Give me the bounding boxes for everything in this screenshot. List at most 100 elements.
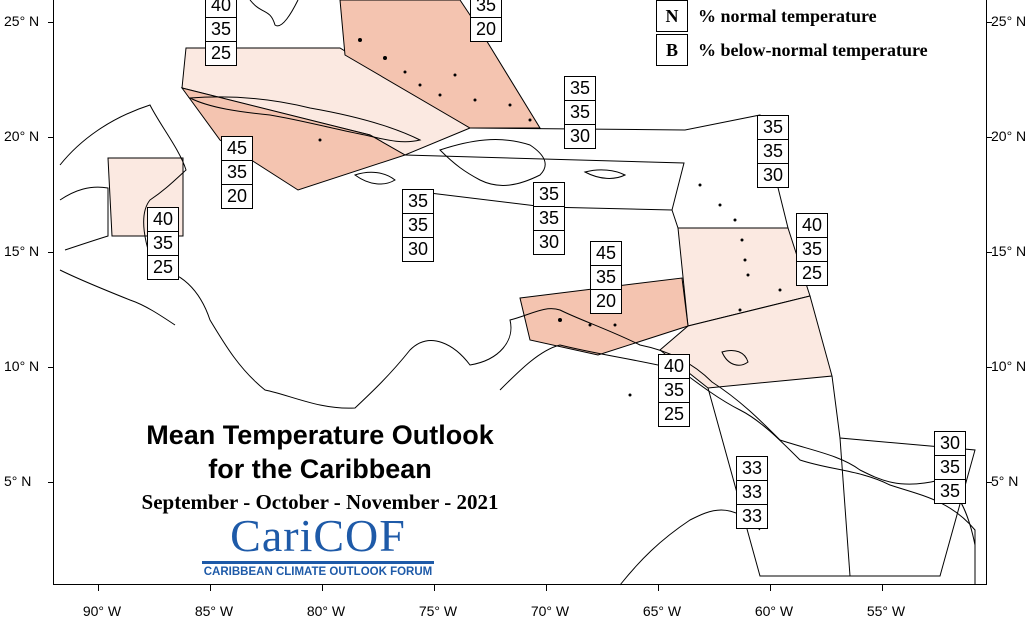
lon-tick [546,585,547,591]
lat-label-left: 10° N [4,358,40,374]
region-bahamas-north-values: 40 35 25 [205,0,237,66]
lat-label-left: 25° N [4,13,40,29]
lon-tick [210,585,211,591]
prob-above: 35 [402,189,434,214]
prob-normal: 35 [590,265,622,290]
lat-label-right: 25° N [991,13,1027,29]
prob-below: 33 [736,504,768,529]
lon-label: 90° W [82,603,122,619]
region-belize-honduras-values: 40 35 25 [147,207,179,280]
lon-tick [434,585,435,591]
logo-rule [202,561,434,564]
lat-label-left: 15° N [4,243,40,259]
lat-tick-right [986,482,992,483]
region-hispaniola-values: 35 35 30 [533,182,565,255]
lat-label-right: 5° N [991,473,1019,489]
prob-normal: 35 [533,206,565,231]
prob-above: 40 [796,213,828,238]
region-cuba-shape [180,87,407,191]
map-period: September - October - November - 2021 [141,490,499,514]
prob-normal: 35 [934,455,966,480]
prob-above: 30 [934,431,966,456]
legend-key: N [656,0,688,32]
prob-above: 33 [736,456,768,481]
lon-label: 70° W [530,603,570,619]
prob-normal: 35 [221,160,253,185]
prob-below: 25 [796,261,828,286]
prob-below: 25 [205,41,237,66]
lat-tick-right [986,137,992,138]
region-turks-caicos-values: 35 35 30 [564,76,596,149]
prob-below: 35 [934,479,966,504]
region-cuba-cayman-values: 45 35 20 [221,136,253,209]
lat-tick-left [48,252,54,253]
region-abc-shape [519,277,689,356]
prob-below: 25 [147,255,179,280]
lat-label-right: 15° N [991,243,1027,259]
lat-tick-right [986,22,992,23]
islands [148,38,782,397]
prob-normal: 35 [205,17,237,42]
lon-label: 75° W [418,603,458,619]
prob-normal: 35 [757,139,789,164]
prob-below: 30 [564,124,596,149]
prob-above: 35 [533,182,565,207]
region-boundary-leewards [469,114,789,229]
lat-label-right: 10° N [991,358,1027,374]
legend-row-normal: N % normal temperature [656,0,877,32]
lat-label-left: 20° N [4,128,40,144]
map-title: Mean Temperature Outlook [146,420,494,450]
prob-normal: 35 [796,237,828,262]
prob-below: 20 [221,184,253,209]
region-guyana-values: 33 33 33 [736,456,768,529]
legend-key: B [656,34,688,66]
region-boundary-guyana-suriname [839,437,851,577]
lon-tick [658,585,659,591]
region-jamaica-sea-values: 35 35 30 [402,189,434,262]
lon-tick [98,585,99,591]
map-title-line2: for the Caribbean [208,454,432,484]
prob-above: 40 [147,207,179,232]
logo-wordmark: CariCOF [230,510,406,561]
lat-tick-right [986,367,992,368]
prob-normal: 35 [402,213,434,238]
lon-label: 85° W [194,603,234,619]
region-northern-leewards-values: 35 35 30 [757,115,789,188]
prob-below: 20 [590,289,622,314]
prob-above: 35 [757,115,789,140]
lat-label-left: 5° N [4,473,32,489]
region-trinidad-shape [659,295,833,389]
lat-tick-left [48,22,54,23]
lat-label-right: 20° N [991,128,1027,144]
lon-label: 60° W [754,603,794,619]
prob-below: 20 [470,17,502,42]
region-eastern-caribbean-values: 40 35 25 [796,213,828,286]
prob-below: 25 [658,402,690,427]
legend-label: % below-normal temperature [698,39,928,60]
caricof-logo: CariCOF CARIBBEAN CLIMATE OUTLOOK FORUM [202,513,434,578]
map-frame [53,0,987,585]
prob-below: 30 [533,230,565,255]
legend-row-below: B % below-normal temperature [656,34,928,66]
region-trinidad-values: 40 35 25 [658,354,690,427]
lon-label: 65° W [642,603,682,619]
prob-below: 30 [757,163,789,188]
lon-tick [882,585,883,591]
lat-tick-right [986,252,992,253]
prob-above: 45 [221,136,253,161]
lat-tick-left [48,482,54,483]
coastlines [59,0,976,586]
region-french-guiana-values: 30 35 35 [934,431,966,504]
region-bahamas-east-shape [339,0,541,129]
prob-above: 35 [564,76,596,101]
lon-tick [322,585,323,591]
lat-tick-left [48,137,54,138]
region-abc-islands-values: 45 35 20 [590,241,622,314]
lon-tick [770,585,771,591]
prob-normal: 33 [736,480,768,505]
lon-label: 80° W [306,603,346,619]
prob-normal: 35 [470,0,502,18]
prob-normal: 35 [147,231,179,256]
lat-tick-left [48,367,54,368]
